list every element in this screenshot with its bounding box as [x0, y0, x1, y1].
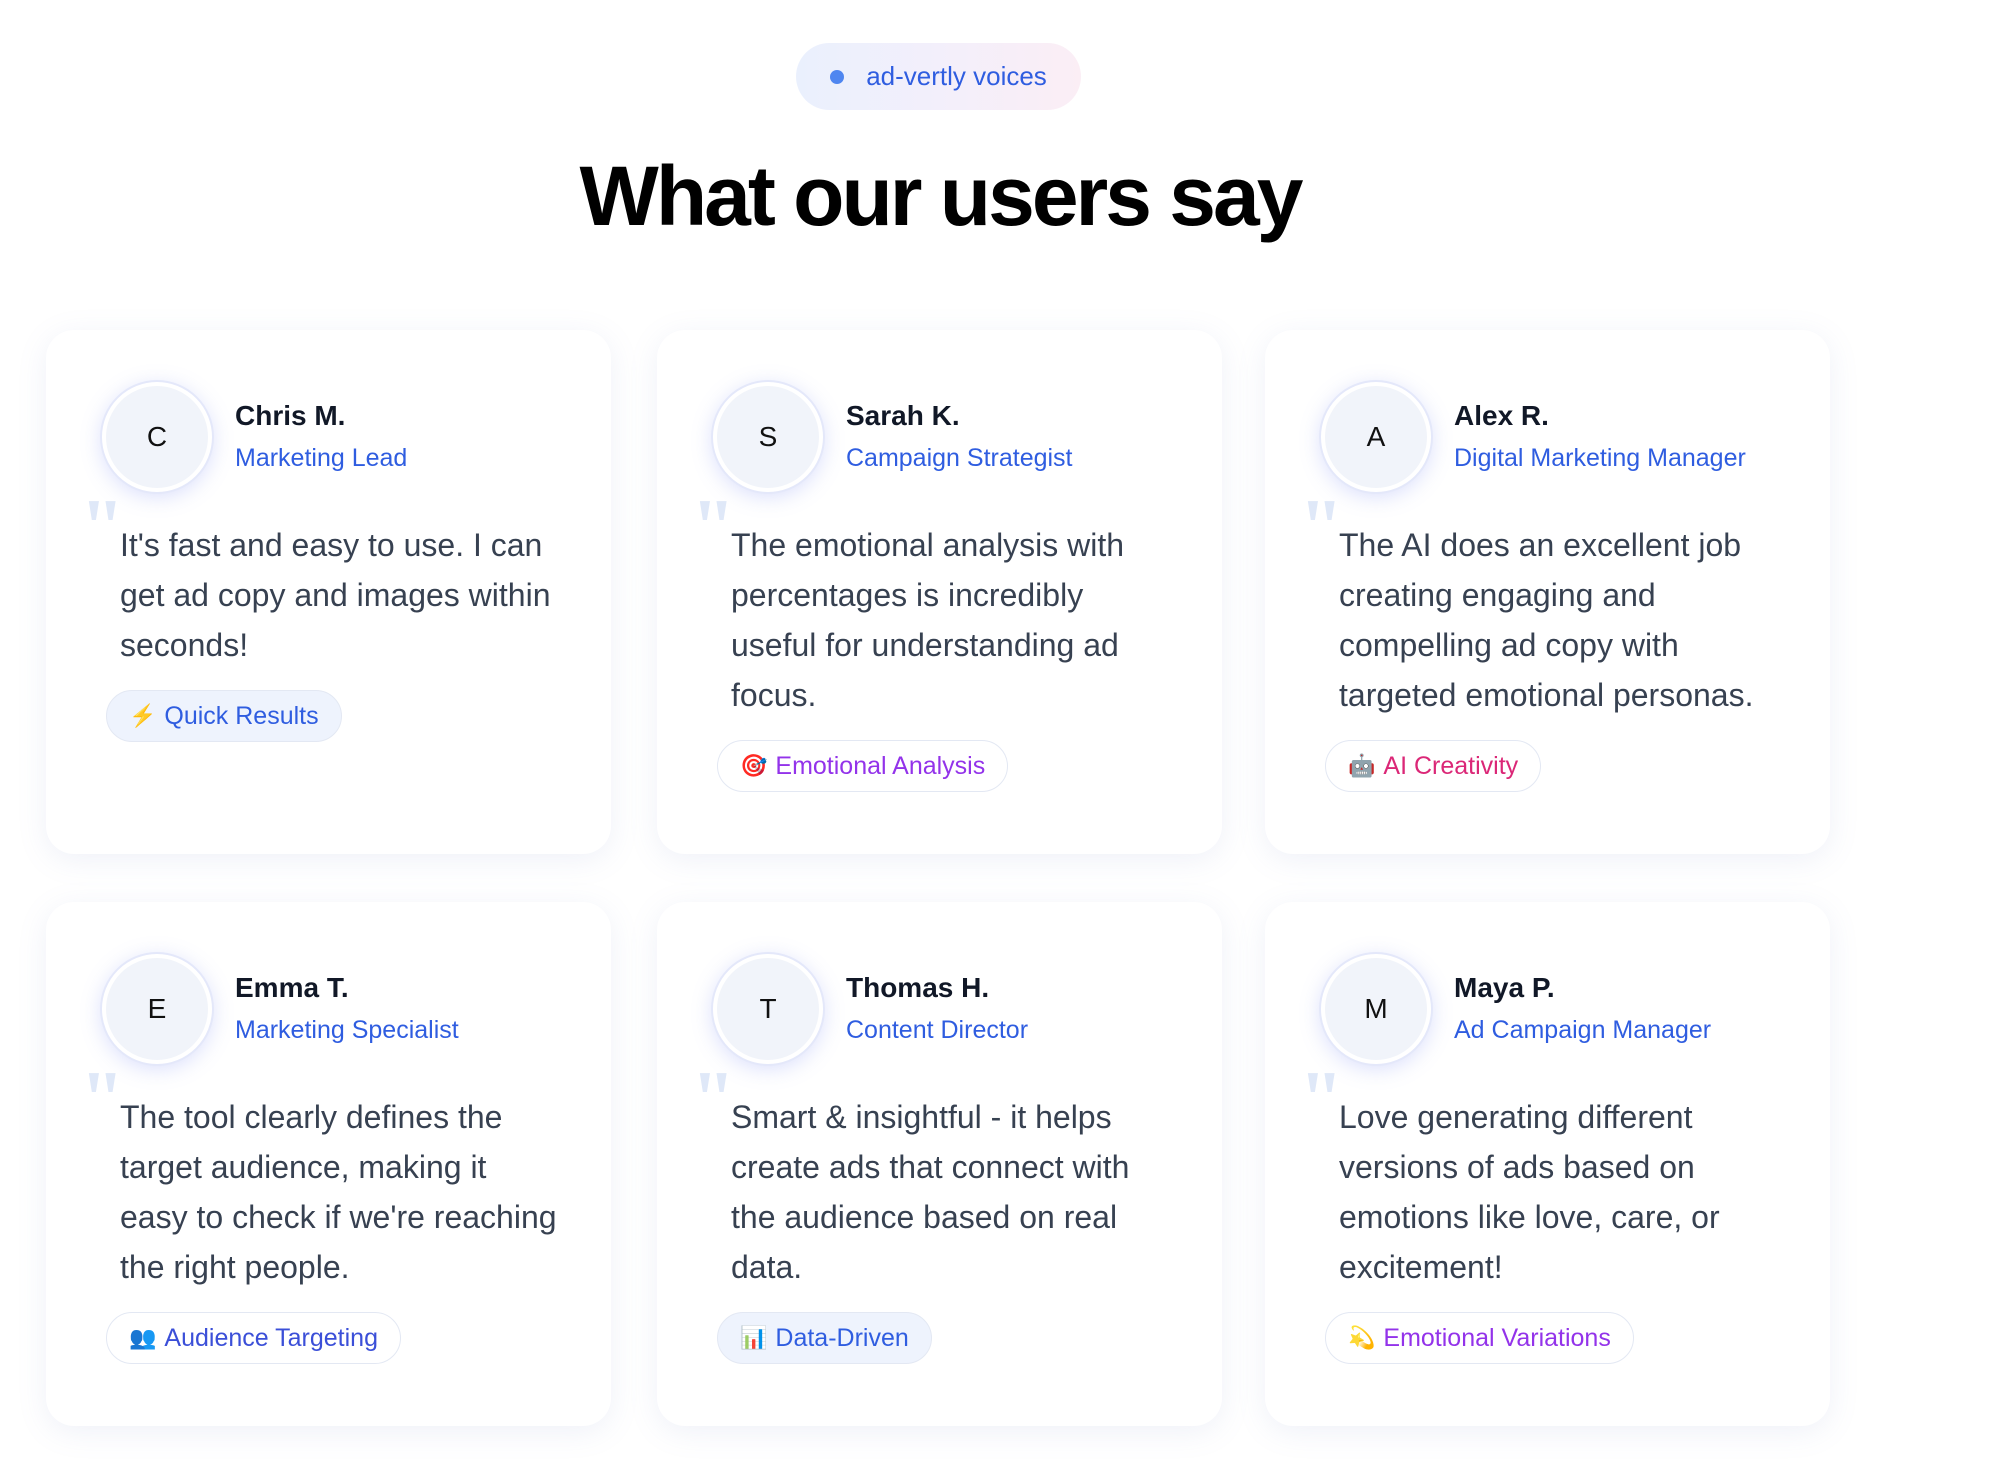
feature-tag-label: Audience Targeting: [164, 1323, 378, 1352]
feature-tag-label: Emotional Variations: [1383, 1323, 1611, 1352]
feature-tag-label: Emotional Analysis: [775, 751, 986, 780]
feature-tag-label: AI Creativity: [1383, 751, 1519, 780]
quote-mark-icon: ": [691, 484, 736, 572]
feature-tag-label: Quick Results: [164, 701, 319, 730]
testimonial-card: S Sarah K. Campaign Strategist " The emo…: [657, 330, 1222, 854]
badge-label: ad-vertly voices: [866, 61, 1047, 91]
feature-tag: 🎯 Emotional Analysis: [717, 740, 1009, 792]
reviewer-role: Ad Campaign Manager: [1454, 1016, 1712, 1044]
testimonial-quote: Love generating different versions of ad…: [1339, 1099, 1720, 1285]
avatar: S: [713, 382, 823, 492]
avatar-initial: A: [1366, 421, 1386, 452]
quote-mark-icon: ": [691, 1056, 736, 1144]
lightning-icon: ⚡: [129, 703, 157, 728]
target-icon: 🎯: [740, 753, 768, 778]
feature-tag: 👥 Audience Targeting: [106, 1312, 401, 1364]
testimonial-card: A Alex R. Digital Marketing Manager " Th…: [1265, 330, 1830, 854]
avatar-initial: T: [759, 993, 777, 1024]
avatar: T: [713, 954, 823, 1064]
testimonial-quote: The emotional analysis with percentages …: [731, 527, 1125, 713]
feature-tag-label: Data-Driven: [775, 1323, 909, 1352]
testimonial-card: M Maya P. Ad Campaign Manager " Love gen…: [1265, 902, 1830, 1426]
feature-tag: 📊 Data-Driven: [717, 1312, 932, 1364]
testimonial-quote: It's fast and easy to use. I can get ad …: [120, 527, 551, 663]
avatar-initial: E: [147, 993, 167, 1024]
avatar: A: [1321, 382, 1431, 492]
robot-icon: 🤖: [1348, 753, 1376, 778]
bar-chart-icon: 📊: [740, 1325, 768, 1350]
reviewer-name: Sarah K.: [846, 400, 960, 431]
testimonial-quote: The tool clearly defines the target audi…: [120, 1099, 557, 1285]
quote-mark-icon: ": [80, 1056, 125, 1144]
reviewer-name: Alex R.: [1454, 400, 1549, 431]
reviewer-name: Chris M.: [235, 400, 346, 431]
testimonial-card: T Thomas H. Content Director " Smart & i…: [657, 902, 1222, 1426]
avatar: M: [1321, 954, 1431, 1064]
reviewer-name: Maya P.: [1454, 972, 1555, 1003]
reviewer-role: Marketing Specialist: [235, 1016, 459, 1044]
people-icon: 👥: [129, 1325, 157, 1350]
reviewer-role: Content Director: [846, 1016, 1029, 1044]
testimonial-quote: Smart & insightful - it helps create ads…: [731, 1099, 1130, 1285]
feature-tag: 🤖 AI Creativity: [1325, 740, 1542, 792]
avatar: C: [102, 382, 212, 492]
avatar-initial: C: [146, 421, 168, 452]
feature-tag: 💫 Emotional Variations: [1325, 1312, 1634, 1364]
avatar: E: [102, 954, 212, 1064]
testimonial-quote: The AI does an excellent job creating en…: [1339, 527, 1754, 713]
section-badge: ad-vertly voices: [796, 43, 1081, 110]
avatar-initial: M: [1364, 993, 1388, 1024]
quote-mark-icon: ": [80, 484, 125, 572]
quote-mark-icon: ": [1299, 484, 1344, 572]
quote-mark-icon: ": [1299, 1056, 1344, 1144]
testimonial-card: E Emma T. Marketing Specialist " The too…: [46, 902, 611, 1426]
testimonial-card: C Chris M. Marketing Lead " It's fast an…: [46, 330, 611, 854]
feature-tag: ⚡ Quick Results: [106, 690, 342, 742]
sparkle-icon: 💫: [1348, 1325, 1376, 1350]
avatar-initial: S: [758, 421, 778, 452]
badge-dot-icon: [830, 69, 845, 84]
reviewer-role: Marketing Lead: [235, 444, 408, 472]
reviewer-name: Emma T.: [235, 972, 349, 1003]
reviewer-name: Thomas H.: [846, 972, 990, 1003]
reviewer-role: Digital Marketing Manager: [1454, 444, 1746, 472]
reviewer-role: Campaign Strategist: [846, 444, 1073, 472]
section-title: What our users say: [579, 149, 1304, 243]
